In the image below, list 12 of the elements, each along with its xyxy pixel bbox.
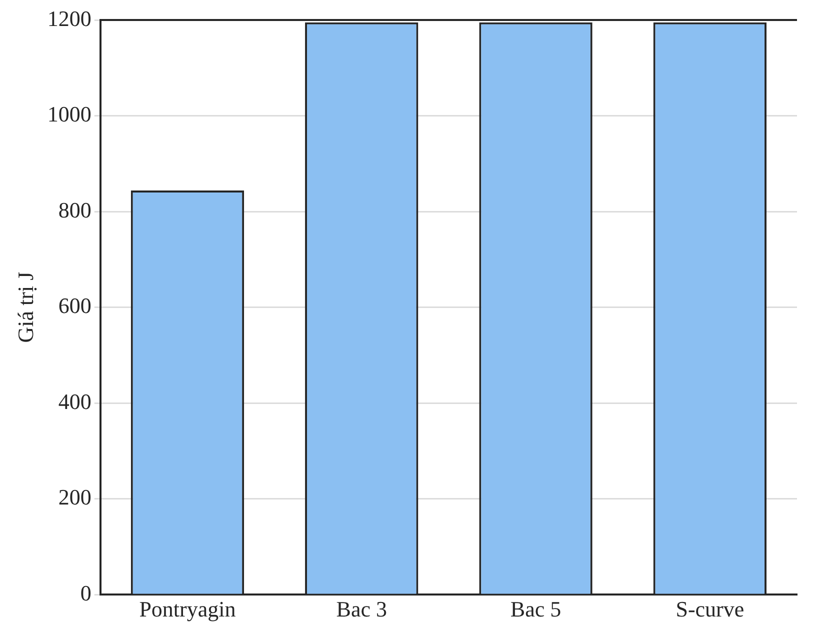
x-tick-label: Pontryagin bbox=[139, 596, 236, 622]
x-tick-label: Bac 5 bbox=[510, 596, 562, 622]
y-tick-label: 0 bbox=[80, 580, 92, 606]
y-tick-label: 400 bbox=[58, 388, 92, 414]
y-tick-label: 800 bbox=[58, 197, 92, 222]
y-tick-label: 600 bbox=[58, 293, 92, 318]
y-axis-title: Giá trị J bbox=[12, 271, 38, 343]
x-tick-label: S-curve bbox=[676, 596, 744, 622]
y-tick-label: 1200 bbox=[47, 6, 92, 31]
y-tick-label: 200 bbox=[58, 484, 92, 510]
y-tick-label: 1000 bbox=[47, 102, 92, 127]
x-tick-label: Bac 3 bbox=[336, 596, 387, 622]
